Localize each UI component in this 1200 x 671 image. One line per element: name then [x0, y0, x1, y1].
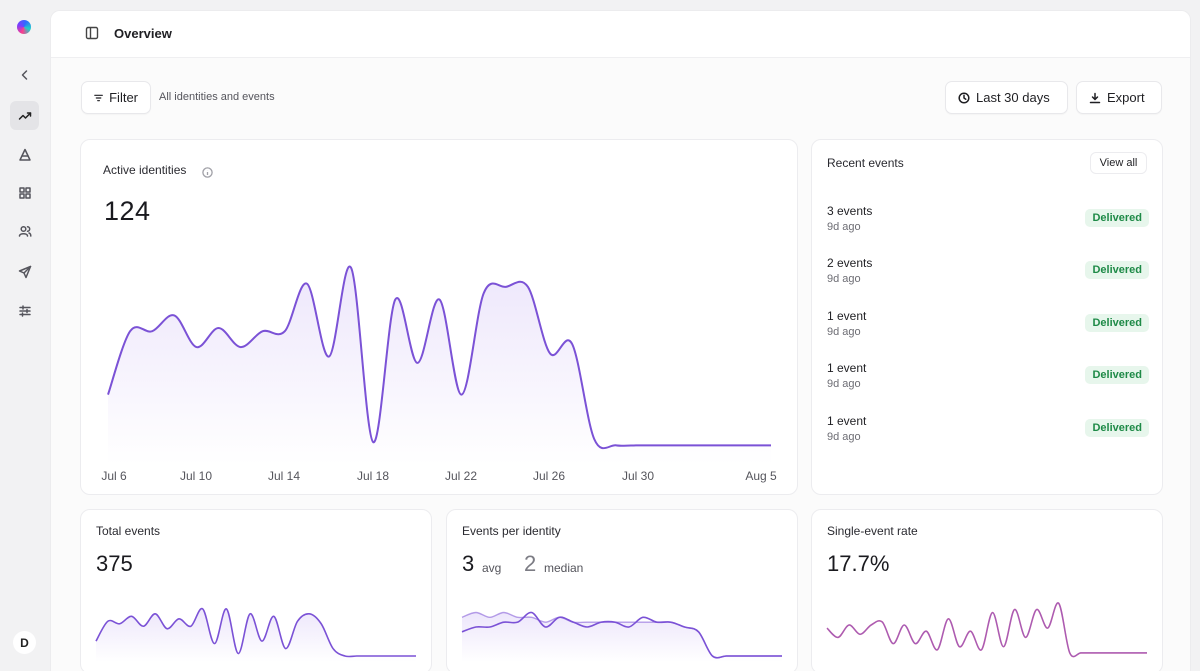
recent-events-card: Recent events View all 3 events 9d ago D…	[811, 139, 1163, 495]
x-tick-label: Jul 18	[356, 469, 390, 483]
x-tick-label: Jul 22	[444, 469, 478, 483]
chart-line	[461, 611, 782, 659]
filter-icon	[94, 94, 103, 101]
event-time: 9d ago	[827, 273, 861, 285]
x-tick-label: Jul 10	[179, 469, 213, 483]
clock-icon	[958, 91, 970, 104]
download-icon	[1089, 92, 1101, 103]
active-identities-value: 124	[104, 196, 151, 226]
list-item[interactable]: 1 event 9d ago Delivered	[827, 309, 1149, 349]
single-event-rate-value: 17.7%	[827, 551, 890, 576]
chevron-left-icon[interactable]	[10, 60, 39, 89]
event-time: 9d ago	[827, 326, 861, 338]
single-event-rate-chart	[826, 602, 1147, 658]
total-events-chart	[95, 607, 416, 662]
avatar[interactable]: D	[13, 631, 36, 654]
event-title: 1 event	[827, 309, 867, 323]
events-per-identity-label: Events per identity	[462, 524, 561, 538]
nav-sliders-icon[interactable]	[10, 296, 39, 325]
filter-scope: All identities and events	[159, 91, 275, 103]
main-panel: Overview Filter All identities and event…	[50, 10, 1191, 671]
filter-button[interactable]: Filter	[81, 81, 151, 114]
chart-area	[108, 266, 771, 465]
filter-button-label: Filter	[109, 90, 138, 105]
events-per-identity-card: Events per identity 3 avg 2 median	[446, 509, 798, 671]
list-item[interactable]: 1 event 9d ago Delivered	[827, 361, 1149, 401]
status-badge: Delivered	[1085, 419, 1149, 437]
page-title: Overview	[114, 26, 172, 41]
median-label: median	[544, 561, 584, 575]
event-time: 9d ago	[827, 378, 861, 390]
status-badge: Delivered	[1085, 366, 1149, 384]
event-title: 1 event	[827, 361, 867, 375]
chart-area	[96, 608, 416, 662]
chart-line	[95, 607, 416, 658]
x-tick-label: Aug 5	[745, 469, 777, 483]
status-badge: Delivered	[1085, 261, 1149, 279]
total-events-card: Total events 375	[80, 509, 432, 671]
list-item[interactable]: 3 events 9d ago Delivered	[827, 204, 1149, 244]
active-identities-label: Active identities	[103, 163, 187, 177]
status-badge: Delivered	[1085, 209, 1149, 227]
active-identities-card: Active identities 124 Jul 6 Jul 10 Jul 1…	[80, 139, 798, 495]
nav-trend-icon[interactable]	[10, 101, 39, 130]
topbar: Overview	[51, 11, 1190, 58]
nav-send-icon[interactable]	[10, 257, 39, 286]
export-button[interactable]: Export	[1076, 81, 1162, 114]
logo[interactable]	[17, 20, 31, 34]
event-title: 1 event	[827, 414, 867, 428]
list-item[interactable]: 1 event 9d ago Delivered	[827, 414, 1149, 454]
recent-events-title: Recent events	[827, 156, 904, 170]
event-title: 2 events	[827, 256, 873, 270]
chart-line	[107, 265, 771, 450]
export-button-label: Export	[1107, 90, 1145, 105]
event-time: 9d ago	[827, 431, 861, 443]
nav-users-icon[interactable]	[10, 216, 39, 245]
sidebar-toggle-icon[interactable]	[85, 26, 101, 42]
x-tick-label: Jul 6	[101, 469, 127, 483]
event-title: 3 events	[827, 204, 873, 218]
date-range-button[interactable]: Last 30 days	[945, 81, 1068, 114]
avg-value: 3	[462, 551, 475, 576]
avg-label: avg	[482, 561, 502, 575]
events-per-identity-chart	[461, 611, 782, 662]
total-events-label: Total events	[96, 524, 161, 538]
sidebar: D	[0, 0, 49, 671]
info-icon[interactable]	[202, 165, 213, 178]
chart-area	[462, 612, 782, 662]
view-all-button[interactable]: View all	[1090, 152, 1147, 174]
x-tick-label: Jul 14	[267, 469, 301, 483]
single-event-rate-label: Single-event rate	[827, 524, 918, 538]
active-identities-chart	[107, 265, 771, 465]
chart-line	[826, 602, 1147, 658]
status-badge: Delivered	[1085, 314, 1149, 332]
nav-grid-icon[interactable]	[10, 178, 39, 207]
single-event-rate-card: Single-event rate 17.7%	[811, 509, 1163, 671]
date-range-label: Last 30 days	[976, 90, 1050, 105]
list-item[interactable]: 2 events 9d ago Delivered	[827, 256, 1149, 296]
total-events-value: 375	[96, 551, 133, 576]
event-time: 9d ago	[827, 221, 861, 233]
nav-cone-icon[interactable]	[10, 140, 39, 169]
x-tick-label: Jul 30	[621, 469, 655, 483]
x-tick-label: Jul 26	[532, 469, 566, 483]
median-value: 2	[524, 551, 537, 576]
